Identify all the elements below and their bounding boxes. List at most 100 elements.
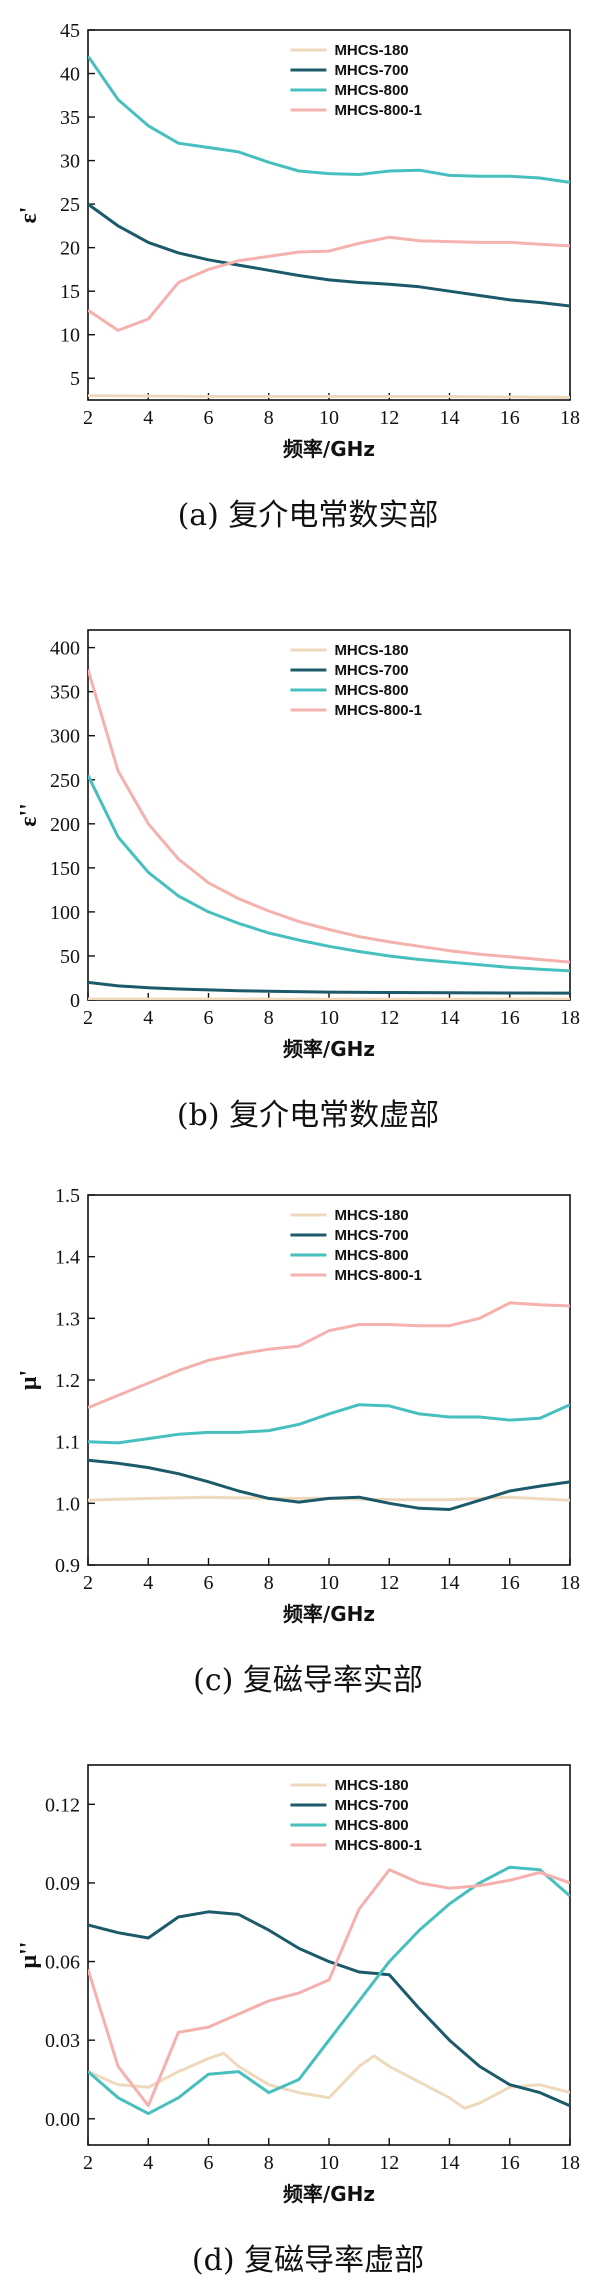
series-line-mhcs-700-a — [88, 202, 570, 308]
chart-d: 2 4 6 8 10 12 14 16 18 0.00 0.03 0.06 0.09 0.12 频率/GHz… — [16, 1764, 580, 2206]
y-tick-label-d: 0.00 — [45, 2109, 80, 2131]
plot-frame-a — [87, 29, 571, 401]
series-line-mhcs-800-1-d — [88, 1868, 570, 2108]
y-tick-label-b: 50 — [60, 946, 80, 968]
chart-panel-d: 2 4 6 8 10 12 14 16 18 0.00 0.03 0.06 0.09 0.12 频率/GHz… — [0, 1735, 616, 2290]
x-axis-label-a: 频率/GHz — [283, 437, 375, 461]
y-tick-label-a: 40 — [60, 64, 80, 86]
x-tick-label-b: 10 — [319, 1007, 339, 1029]
x-tick-label-b: 12 — [379, 1007, 399, 1029]
x-tick-label-c: 16 — [500, 1572, 520, 1594]
x-tick-label-c: 6 — [204, 1572, 214, 1594]
x-tick-label-b: 18 — [560, 1007, 580, 1029]
series-line-mhcs-800-b — [88, 774, 570, 973]
y-axis-label-d: μ'' — [16, 1942, 42, 1969]
chart-c: 2 4 6 8 10 12 14 16 18 0.9 1.0 1.1 1.2 1.3 1.4 1.5 频率/GH… — [16, 1185, 580, 1626]
y-tick-label-c: 1.0 — [55, 1493, 80, 1515]
y-tick-label-b: 350 — [50, 682, 80, 704]
x-tick-label-c: 14 — [440, 1572, 460, 1594]
legend-label-mhcs-700-c: MHCS-700 — [334, 1227, 408, 1244]
y-tick-label-a: 45 — [60, 20, 80, 42]
x-tick-label-a: 8 — [264, 407, 274, 429]
y-tick-label-d: 0.09 — [45, 1873, 80, 1895]
x-tick-label-a: 14 — [440, 407, 460, 429]
caption-c: (c) 复磁导率实部 — [193, 1663, 423, 1698]
series-line-mhcs-180-a — [88, 394, 570, 399]
legend-label-mhcs-800-d: MHCS-800 — [334, 1817, 408, 1834]
y-tick-label-a: 5 — [70, 368, 80, 390]
y-tick-label-a: 35 — [60, 107, 80, 129]
legend-label-mhcs-800-1-a: MHCS-800-1 — [334, 102, 422, 119]
y-tick-label-b: 250 — [50, 770, 80, 792]
y-tick-label-a: 25 — [60, 194, 80, 216]
x-tick-label-c: 18 — [560, 1572, 580, 1594]
series-line-mhcs-700-c — [88, 1458, 570, 1511]
y-tick-label-a: 30 — [60, 151, 80, 173]
legend-label-mhcs-800-c: MHCS-800 — [334, 1247, 408, 1264]
caption-b: (b) 复介电常数虚部 — [176, 1098, 440, 1133]
x-tick-label-c: 4 — [143, 1572, 153, 1594]
plot-frame-c — [87, 1194, 571, 1566]
chart-a: 2 4 6 8 10 12 14 16 18 5 10 15 20 25 30 35 40 45 频率/GHz ε' M… — [16, 20, 580, 461]
legend-label-mhcs-700-d: MHCS-700 — [334, 1797, 408, 1814]
plot-frame-d — [87, 1764, 571, 2146]
series-line-mhcs-700-b — [88, 980, 570, 995]
x-tick-label-b: 6 — [204, 1007, 214, 1029]
y-axis-label-a: ε' — [16, 207, 42, 224]
y-tick-label-b: 0 — [70, 990, 80, 1012]
chart-b: 2 4 6 8 10 12 14 16 18 0 50 100 150 200 250 300 350 400 频率… — [16, 629, 580, 1061]
x-tick-label-d: 10 — [319, 2152, 339, 2174]
y-tick-label-d: 0.12 — [45, 1794, 80, 1816]
legend-label-mhcs-800-a: MHCS-800 — [334, 82, 408, 99]
legend-label-mhcs-800-1-c: MHCS-800-1 — [334, 1267, 422, 1284]
chart-panel-b: 2 4 6 8 10 12 14 16 18 0 50 100 150 200 250 300 350 400 频率… — [0, 600, 616, 1145]
chart-panel-c: 2 4 6 8 10 12 14 16 18 0.9 1.0 1.1 1.2 1.3 1.4 1.5 频率/GH… — [0, 1165, 616, 1710]
plot-frame-b — [87, 629, 571, 1001]
x-tick-label-b: 2 — [83, 1007, 93, 1029]
legend-label-mhcs-800-1-d: MHCS-800-1 — [334, 1837, 422, 1854]
series-line-mhcs-800-a — [88, 55, 570, 184]
y-tick-label-c: 1.1 — [55, 1432, 80, 1454]
legend-label-mhcs-800-b: MHCS-800 — [334, 682, 408, 699]
legend-label-mhcs-180-a: MHCS-180 — [334, 42, 408, 59]
y-tick-label-c: 1.3 — [55, 1308, 80, 1330]
y-axis-label-c: μ' — [16, 1370, 42, 1390]
y-tick-label-b: 300 — [50, 726, 80, 748]
x-tick-label-d: 18 — [560, 2152, 580, 2174]
series-line-mhcs-800-1-c — [88, 1301, 570, 1410]
x-tick-label-d: 16 — [500, 2152, 520, 2174]
x-tick-label-c: 8 — [264, 1572, 274, 1594]
x-tick-label-a: 2 — [83, 407, 93, 429]
y-tick-label-b: 400 — [50, 638, 80, 660]
x-tick-label-d: 6 — [204, 2152, 214, 2174]
x-tick-label-b: 8 — [264, 1007, 274, 1029]
x-tick-label-d: 12 — [379, 2152, 399, 2174]
series-line-mhcs-800-1-b — [88, 669, 570, 964]
x-tick-label-a: 4 — [143, 407, 153, 429]
x-axis-label-c: 频率/GHz — [283, 1602, 375, 1626]
x-tick-label-c: 10 — [319, 1572, 339, 1594]
y-tick-label-c: 0.9 — [55, 1555, 80, 1577]
series-line-mhcs-800-d — [88, 1865, 570, 2116]
legend-label-mhcs-700-a: MHCS-700 — [334, 62, 408, 79]
x-tick-label-b: 14 — [440, 1007, 460, 1029]
series-line-mhcs-180-d — [88, 2051, 570, 2110]
x-axis-label-b: 频率/GHz — [283, 1037, 375, 1061]
x-tick-label-a: 18 — [560, 407, 580, 429]
caption-a: (a) 复介电常数实部 — [177, 498, 439, 533]
x-tick-label-a: 16 — [500, 407, 520, 429]
x-tick-label-a: 12 — [379, 407, 399, 429]
x-tick-label-d: 8 — [264, 2152, 274, 2174]
legend-label-mhcs-180-b: MHCS-180 — [334, 642, 408, 659]
y-tick-label-b: 150 — [50, 858, 80, 880]
y-tick-label-c: 1.5 — [55, 1185, 80, 1207]
x-tick-label-a: 6 — [204, 407, 214, 429]
chart-panel-a: 2 4 6 8 10 12 14 16 18 5 10 15 20 25 30 35 40 45 频率/GHz ε' M… — [0, 0, 616, 545]
x-tick-label-a: 10 — [319, 407, 339, 429]
x-tick-label-b: 4 — [143, 1007, 153, 1029]
x-tick-label-b: 16 — [500, 1007, 520, 1029]
legend-label-mhcs-800-1-b: MHCS-800-1 — [334, 702, 422, 719]
y-tick-label-c: 1.4 — [55, 1247, 80, 1269]
y-axis-label-b: ε'' — [16, 803, 42, 827]
caption-d: (d) 复磁导率虚部 — [191, 2243, 425, 2278]
